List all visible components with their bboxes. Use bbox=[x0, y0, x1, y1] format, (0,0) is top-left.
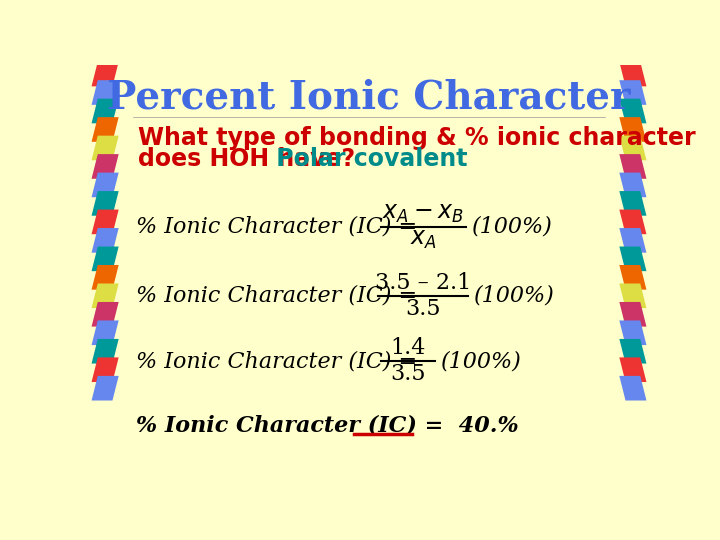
Text: Percent Ionic Character: Percent Ionic Character bbox=[107, 78, 631, 116]
Polygon shape bbox=[91, 376, 119, 401]
Polygon shape bbox=[619, 339, 647, 363]
Polygon shape bbox=[619, 357, 647, 382]
Text: 1.4: 1.4 bbox=[390, 337, 426, 359]
Polygon shape bbox=[619, 284, 647, 308]
Text: % Ionic Character (IC) =: % Ionic Character (IC) = bbox=[137, 215, 425, 238]
Text: Polar covalent: Polar covalent bbox=[269, 147, 468, 171]
Text: (100%): (100%) bbox=[441, 350, 522, 372]
Polygon shape bbox=[619, 302, 647, 327]
Text: 3.5: 3.5 bbox=[390, 363, 426, 386]
Text: (100%): (100%) bbox=[474, 285, 555, 307]
Text: % Ionic Character (IC) =: % Ionic Character (IC) = bbox=[137, 350, 425, 372]
Polygon shape bbox=[91, 136, 119, 160]
Text: 3.5 – 2.1: 3.5 – 2.1 bbox=[375, 272, 472, 294]
Polygon shape bbox=[619, 210, 647, 234]
Polygon shape bbox=[91, 320, 119, 345]
Polygon shape bbox=[619, 154, 647, 179]
Polygon shape bbox=[91, 191, 119, 215]
Polygon shape bbox=[91, 99, 119, 123]
Polygon shape bbox=[91, 284, 119, 308]
Polygon shape bbox=[91, 357, 119, 382]
Polygon shape bbox=[91, 265, 119, 289]
Polygon shape bbox=[91, 154, 119, 179]
Polygon shape bbox=[91, 302, 119, 327]
Text: (100%): (100%) bbox=[472, 215, 553, 238]
Polygon shape bbox=[619, 136, 647, 160]
Bar bbox=[122, 65, 616, 481]
Polygon shape bbox=[619, 191, 647, 215]
Polygon shape bbox=[91, 173, 119, 197]
Text: 3.5: 3.5 bbox=[405, 298, 441, 320]
Polygon shape bbox=[619, 320, 647, 345]
Text: % Ionic Character (IC) =: % Ionic Character (IC) = bbox=[137, 285, 425, 307]
Polygon shape bbox=[91, 117, 119, 142]
Polygon shape bbox=[619, 62, 647, 86]
Polygon shape bbox=[91, 228, 119, 253]
Polygon shape bbox=[619, 228, 647, 253]
Text: does HOH have?: does HOH have? bbox=[138, 147, 355, 171]
Polygon shape bbox=[91, 247, 119, 271]
Text: What type of bonding & % ionic character: What type of bonding & % ionic character bbox=[138, 126, 696, 150]
Text: $\mathit{x}_A - \mathit{x}_B$: $\mathit{x}_A - \mathit{x}_B$ bbox=[382, 202, 464, 225]
Polygon shape bbox=[619, 117, 647, 142]
Polygon shape bbox=[91, 210, 119, 234]
Polygon shape bbox=[619, 265, 647, 289]
Polygon shape bbox=[91, 80, 119, 105]
Polygon shape bbox=[91, 339, 119, 363]
Polygon shape bbox=[619, 376, 647, 401]
Polygon shape bbox=[91, 62, 119, 86]
Polygon shape bbox=[619, 99, 647, 123]
Polygon shape bbox=[619, 80, 647, 105]
Text: $\mathit{x}_A$: $\mathit{x}_A$ bbox=[410, 228, 436, 251]
Polygon shape bbox=[619, 247, 647, 271]
Polygon shape bbox=[619, 173, 647, 197]
Text: % Ionic Character (IC) =  40.%: % Ionic Character (IC) = 40.% bbox=[137, 414, 519, 436]
